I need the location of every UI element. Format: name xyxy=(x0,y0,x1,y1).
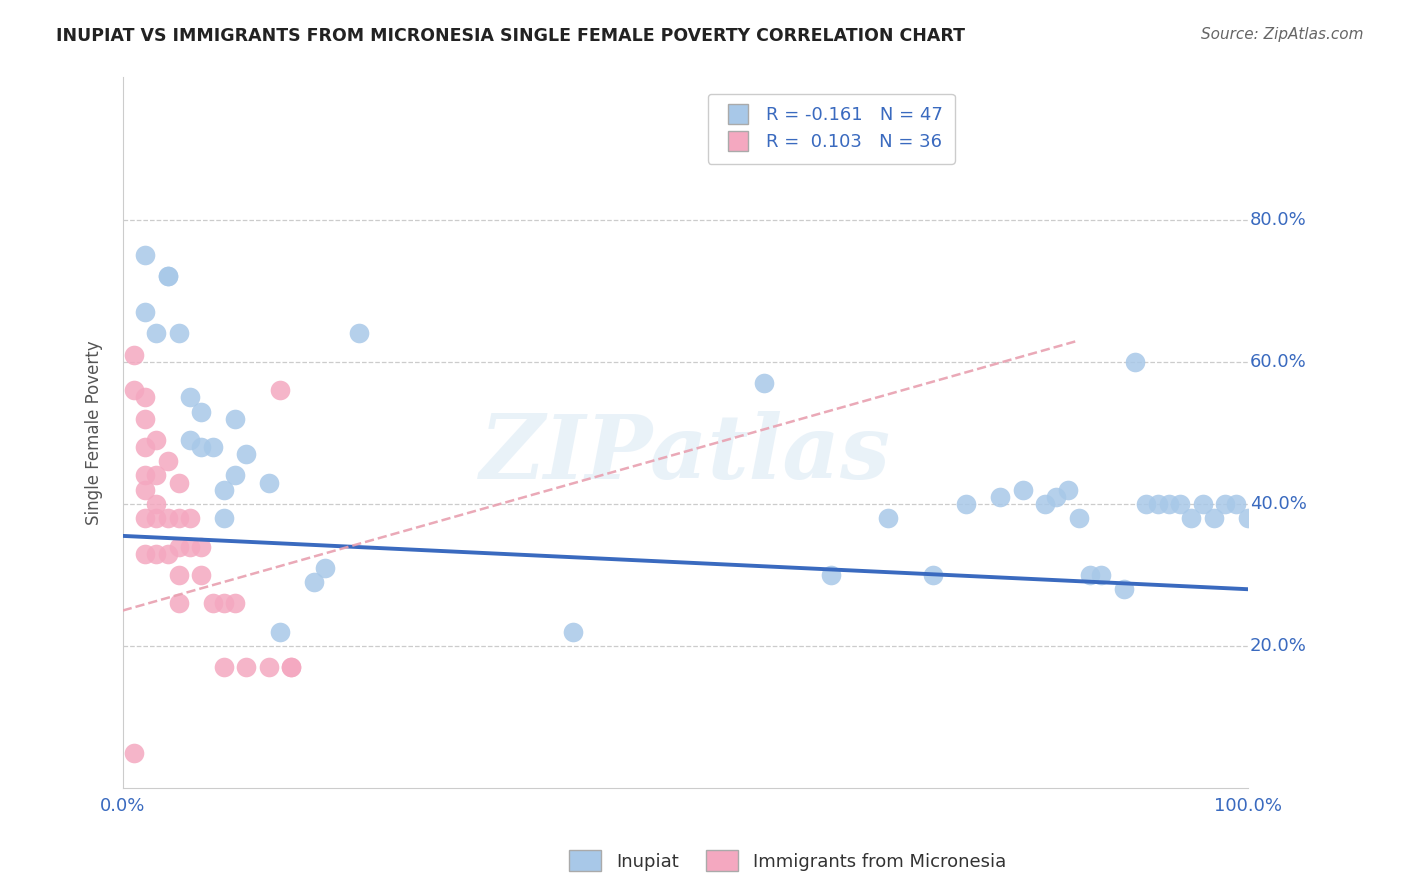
Text: 60.0%: 60.0% xyxy=(1250,352,1306,371)
Point xyxy=(134,468,156,483)
Point xyxy=(212,483,235,497)
Point xyxy=(1045,490,1067,504)
Point xyxy=(134,547,156,561)
Point xyxy=(190,404,212,418)
Point xyxy=(280,660,302,674)
Point xyxy=(235,660,257,674)
Point xyxy=(145,497,167,511)
Point xyxy=(156,547,179,561)
Point xyxy=(134,511,156,525)
Point xyxy=(1225,497,1247,511)
Point xyxy=(156,454,179,468)
Point xyxy=(1067,511,1090,525)
Point xyxy=(269,383,291,397)
Point xyxy=(1112,582,1135,597)
Point xyxy=(235,447,257,461)
Point xyxy=(212,596,235,610)
Point xyxy=(167,568,190,582)
Point xyxy=(257,475,280,490)
Point xyxy=(302,575,325,590)
Point xyxy=(190,568,212,582)
Text: INUPIAT VS IMMIGRANTS FROM MICRONESIA SINGLE FEMALE POVERTY CORRELATION CHART: INUPIAT VS IMMIGRANTS FROM MICRONESIA SI… xyxy=(56,27,966,45)
Point xyxy=(167,540,190,554)
Text: ZIPatlas: ZIPatlas xyxy=(479,411,890,498)
Point xyxy=(1157,497,1180,511)
Point xyxy=(955,497,977,511)
Point xyxy=(876,511,898,525)
Point xyxy=(179,540,201,554)
Point xyxy=(1236,511,1258,525)
Point xyxy=(1146,497,1168,511)
Y-axis label: Single Female Poverty: Single Female Poverty xyxy=(86,341,103,525)
Text: 40.0%: 40.0% xyxy=(1250,495,1306,513)
Point xyxy=(156,511,179,525)
Point xyxy=(1202,511,1225,525)
Point xyxy=(820,568,842,582)
Point xyxy=(1056,483,1078,497)
Point xyxy=(134,411,156,425)
Point xyxy=(921,568,943,582)
Point xyxy=(257,660,280,674)
Point xyxy=(224,468,246,483)
Point xyxy=(224,411,246,425)
Point xyxy=(145,468,167,483)
Text: 80.0%: 80.0% xyxy=(1250,211,1306,228)
Point xyxy=(190,440,212,454)
Point xyxy=(988,490,1011,504)
Point xyxy=(134,440,156,454)
Point xyxy=(201,596,224,610)
Point xyxy=(167,475,190,490)
Point xyxy=(122,383,145,397)
Point xyxy=(134,248,156,262)
Point xyxy=(122,348,145,362)
Point xyxy=(752,376,775,390)
Point xyxy=(1078,568,1101,582)
Point xyxy=(1168,497,1191,511)
Point xyxy=(134,305,156,319)
Point xyxy=(561,624,583,639)
Point xyxy=(280,660,302,674)
Point xyxy=(1090,568,1112,582)
Point xyxy=(134,390,156,404)
Point xyxy=(167,511,190,525)
Text: 20.0%: 20.0% xyxy=(1250,637,1306,655)
Point xyxy=(1123,355,1146,369)
Point xyxy=(1033,497,1056,511)
Point xyxy=(1180,511,1202,525)
Point xyxy=(145,433,167,447)
Point xyxy=(1011,483,1033,497)
Point xyxy=(156,269,179,284)
Point xyxy=(145,326,167,341)
Legend: R = -0.161   N = 47, R =  0.103   N = 36: R = -0.161 N = 47, R = 0.103 N = 36 xyxy=(707,94,955,164)
Point xyxy=(145,547,167,561)
Point xyxy=(179,433,201,447)
Point xyxy=(212,660,235,674)
Point xyxy=(1191,497,1213,511)
Legend: Inupiat, Immigrants from Micronesia: Inupiat, Immigrants from Micronesia xyxy=(561,843,1014,879)
Point xyxy=(179,390,201,404)
Point xyxy=(122,746,145,760)
Point xyxy=(167,596,190,610)
Point xyxy=(179,511,201,525)
Point xyxy=(156,269,179,284)
Point xyxy=(1135,497,1157,511)
Point xyxy=(224,596,246,610)
Point xyxy=(347,326,370,341)
Point xyxy=(145,511,167,525)
Point xyxy=(212,511,235,525)
Text: Source: ZipAtlas.com: Source: ZipAtlas.com xyxy=(1201,27,1364,42)
Point xyxy=(167,326,190,341)
Point xyxy=(190,540,212,554)
Point xyxy=(314,561,336,575)
Point xyxy=(1213,497,1236,511)
Point xyxy=(134,483,156,497)
Point xyxy=(269,624,291,639)
Point xyxy=(201,440,224,454)
